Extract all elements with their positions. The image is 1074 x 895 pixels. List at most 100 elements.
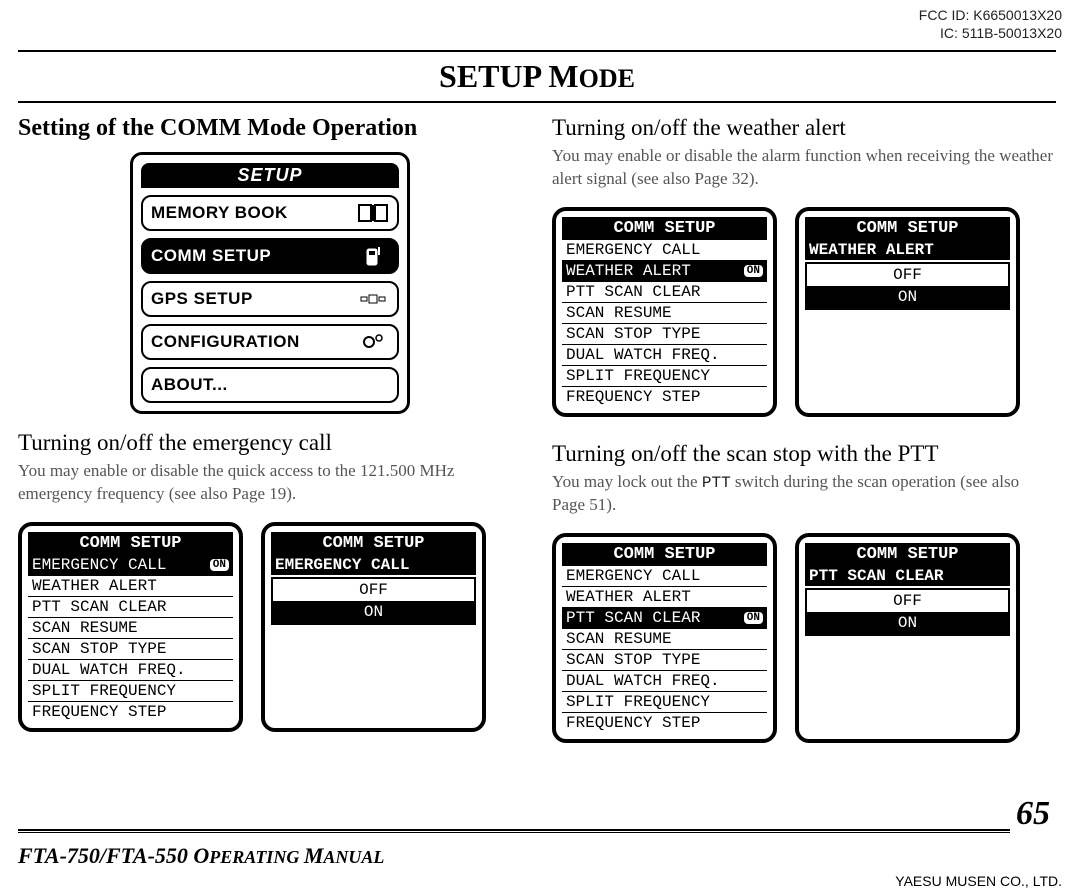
lcd-header: COMM SETUP: [271, 532, 476, 555]
gear-icon: [357, 331, 389, 353]
list-item-label: DUAL WATCH FREQ.: [566, 346, 720, 364]
menu-item-gps-setup[interactable]: GPS SETUP: [141, 281, 399, 317]
list-item-label: FREQUENCY STEP: [32, 703, 166, 721]
list-item-label: SPLIT FREQUENCY: [566, 367, 710, 385]
list-item[interactable]: SCAN RESUME: [562, 303, 767, 324]
satellite-icon: [357, 288, 389, 310]
list-item[interactable]: SCAN STOP TYPE: [28, 639, 233, 660]
list-item[interactable]: DUAL WATCH FREQ.: [562, 671, 767, 692]
lcd-header: COMM SETUP: [28, 532, 233, 555]
list-item[interactable]: EMERGENCY CALL: [562, 240, 767, 261]
list-item-label: SCAN STOP TYPE: [566, 651, 700, 669]
list-item-label: SPLIT FREQUENCY: [32, 682, 176, 700]
list-item[interactable]: FREQUENCY STEP: [562, 713, 767, 733]
list-item[interactable]: EMERGENCY CALL: [562, 566, 767, 587]
title-small: ODE: [579, 64, 635, 93]
setup-menu-header: SETUP: [141, 163, 399, 188]
list-item[interactable]: PTT SCAN CLEAR: [28, 597, 233, 618]
paragraph-ptt-scan: You may lock out the PTT switch during t…: [552, 471, 1056, 518]
list-item[interactable]: FREQUENCY STEP: [562, 387, 767, 407]
lcd-comm-setup-weather: COMM SETUP EMERGENCY CALL WEATHER ALERT …: [552, 207, 777, 417]
ic-id: IC: 511B-50013X20: [919, 24, 1062, 42]
menu-item-label: CONFIGURATION: [151, 332, 300, 352]
lcd-weather-options: COMM SETUP WEATHER ALERT OFF ON: [795, 207, 1020, 417]
list-item[interactable]: SPLIT FREQUENCY: [562, 692, 767, 713]
list-item[interactable]: WEATHER ALERT ON: [562, 261, 767, 282]
on-indicator-icon: ON: [744, 612, 763, 624]
manual-title: FTA-750/FTA-550 OPERATING MANUAL: [18, 843, 384, 869]
heading-ptt-scan: Turning on/off the scan stop with the PT…: [552, 441, 1056, 467]
list-item-label: WEATHER ALERT: [566, 588, 691, 606]
list-item-label: EMERGENCY CALL: [566, 567, 700, 585]
on-indicator-icon: ON: [210, 559, 229, 571]
lcd-comm-setup-ptt: COMM SETUP EMERGENCY CALL WEATHER ALERT …: [552, 533, 777, 743]
company-name: YAESU MUSEN CO., LTD.: [895, 873, 1062, 889]
list-item[interactable]: PTT SCAN CLEAR: [562, 282, 767, 303]
radio-icon: [357, 245, 389, 267]
list-item-label: WEATHER ALERT: [32, 577, 157, 595]
page-title: SETUP MODE: [18, 52, 1056, 103]
list-item-label: DUAL WATCH FREQ.: [566, 672, 720, 690]
manual-part1: FTA-750/FTA-550 O: [18, 843, 209, 868]
option-on[interactable]: ON: [273, 601, 474, 623]
list-item-label: PTT SCAN CLEAR: [566, 609, 700, 627]
lcd-header: COMM SETUP: [562, 217, 767, 240]
list-item[interactable]: PTT SCAN CLEAR ON: [562, 608, 767, 629]
lcd-header: COMM SETUP: [805, 217, 1010, 240]
manual-part2: PERATING: [209, 847, 304, 867]
menu-item-label: GPS SETUP: [151, 289, 253, 309]
blank-icon: [357, 374, 389, 396]
setup-menu-screen: SETUP MEMORY BOOK COMM SETUP GPS SETUP: [130, 152, 410, 414]
heading-weather-alert: Turning on/off the weather alert: [552, 115, 1056, 141]
list-item[interactable]: WEATHER ALERT: [28, 576, 233, 597]
list-item[interactable]: SPLIT FREQUENCY: [28, 681, 233, 702]
list-item-label: WEATHER ALERT: [566, 262, 691, 280]
menu-item-comm-setup[interactable]: COMM SETUP: [141, 238, 399, 274]
list-item-label: SCAN STOP TYPE: [32, 640, 166, 658]
list-item-label: EMERGENCY CALL: [566, 241, 700, 259]
fcc-id: FCC ID: K6650013X20: [919, 6, 1062, 24]
list-item[interactable]: DUAL WATCH FREQ.: [28, 660, 233, 681]
list-item[interactable]: WEATHER ALERT: [562, 587, 767, 608]
menu-item-about[interactable]: ABOUT...: [141, 367, 399, 403]
list-item-label: SCAN RESUME: [566, 630, 672, 648]
footer-rule: [18, 829, 1056, 833]
heading-setting-comm: Setting of the COMM Mode Operation: [18, 115, 522, 142]
title-main: SETUP M: [439, 58, 579, 94]
list-item[interactable]: DUAL WATCH FREQ.: [562, 345, 767, 366]
option-off[interactable]: OFF: [807, 590, 1008, 612]
list-item-label: PTT SCAN CLEAR: [566, 283, 700, 301]
list-item-label: SPLIT FREQUENCY: [566, 693, 710, 711]
list-item[interactable]: EMERGENCY CALL ON: [28, 555, 233, 576]
manual-part4: ANUAL: [323, 847, 384, 867]
menu-item-memory-book[interactable]: MEMORY BOOK: [141, 195, 399, 231]
list-item[interactable]: SCAN STOP TYPE: [562, 650, 767, 671]
list-item[interactable]: SCAN RESUME: [28, 618, 233, 639]
list-item[interactable]: FREQUENCY STEP: [28, 702, 233, 722]
lcd-subheader: WEATHER ALERT: [805, 240, 1010, 260]
list-item[interactable]: SPLIT FREQUENCY: [562, 366, 767, 387]
lcd-emergency-options: COMM SETUP EMERGENCY CALL OFF ON: [261, 522, 486, 732]
paragraph-emergency-call: You may enable or disable the quick acce…: [18, 460, 522, 506]
paragraph-weather-alert: You may enable or disable the alarm func…: [552, 145, 1056, 191]
list-item[interactable]: SCAN STOP TYPE: [562, 324, 767, 345]
ptt-text-pre: You may lock out the: [552, 472, 702, 491]
menu-item-configuration[interactable]: CONFIGURATION: [141, 324, 399, 360]
option-off[interactable]: OFF: [273, 579, 474, 601]
option-on[interactable]: ON: [807, 286, 1008, 308]
list-item-label: EMERGENCY CALL: [32, 556, 166, 574]
manual-part3: M: [304, 843, 324, 868]
lcd-subheader: PTT SCAN CLEAR: [805, 566, 1010, 586]
menu-item-label: ABOUT...: [151, 375, 228, 395]
ptt-keyword: PTT: [702, 474, 731, 492]
lcd-comm-setup-emergency: COMM SETUP EMERGENCY CALL ON WEATHER ALE…: [18, 522, 243, 732]
list-item-label: SCAN STOP TYPE: [566, 325, 700, 343]
list-item-label: SCAN RESUME: [32, 619, 138, 637]
list-item[interactable]: SCAN RESUME: [562, 629, 767, 650]
list-item-label: SCAN RESUME: [566, 304, 672, 322]
menu-item-label: COMM SETUP: [151, 246, 271, 266]
lcd-subheader: EMERGENCY CALL: [271, 555, 476, 575]
option-off[interactable]: OFF: [807, 264, 1008, 286]
menu-item-label: MEMORY BOOK: [151, 203, 288, 223]
option-on[interactable]: ON: [807, 612, 1008, 634]
